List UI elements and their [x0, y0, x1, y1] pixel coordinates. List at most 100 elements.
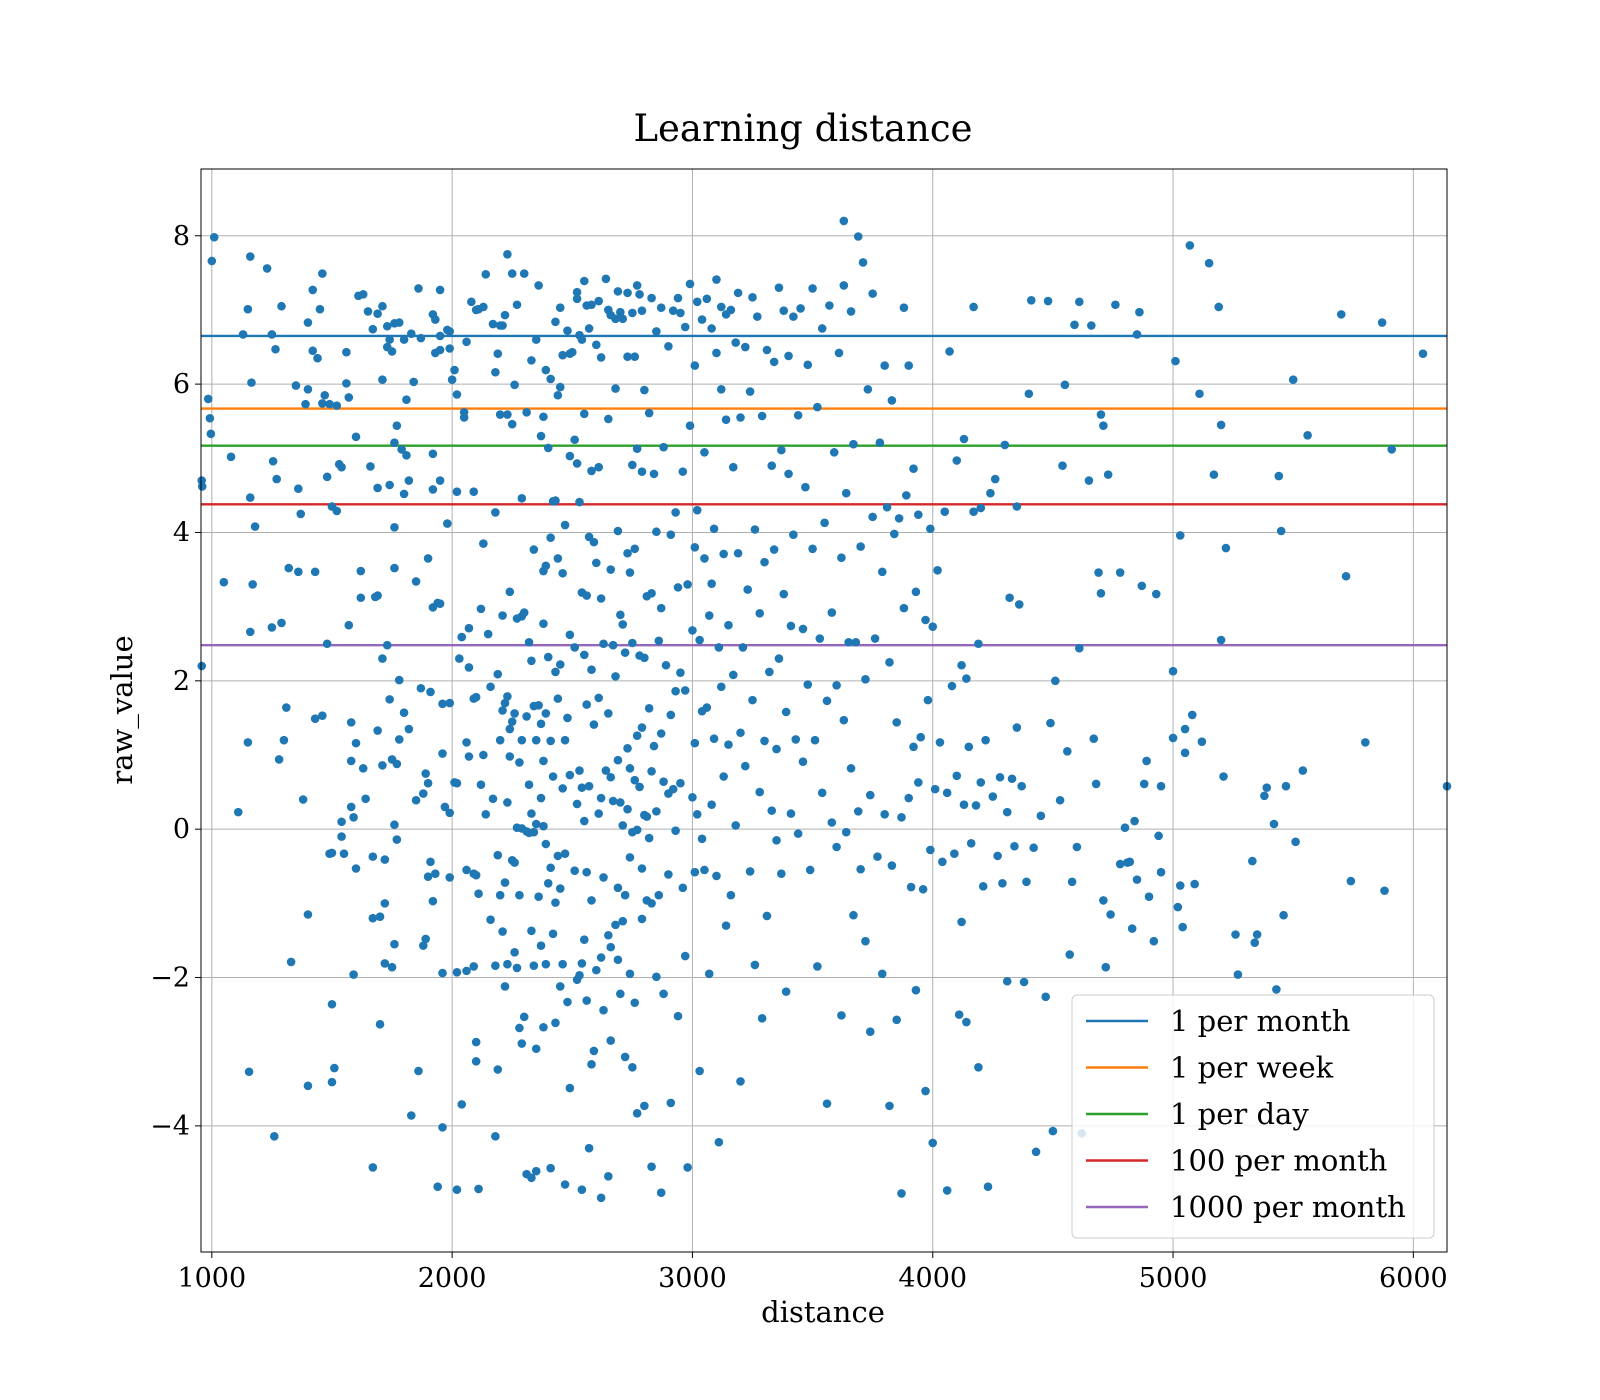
data-point	[539, 412, 548, 422]
data-point	[616, 989, 625, 999]
data-point	[423, 872, 433, 881]
data-point	[644, 833, 654, 843]
data-point	[1387, 445, 1397, 454]
data-point	[438, 749, 447, 758]
data-point	[445, 327, 455, 336]
grid-lines	[201, 169, 1447, 1252]
data-point	[683, 1163, 692, 1172]
data-point	[892, 718, 901, 727]
data-point	[959, 800, 969, 810]
data-point	[695, 1066, 704, 1076]
data-point	[1130, 816, 1139, 826]
data-point	[1048, 1126, 1058, 1136]
data-point	[726, 890, 736, 900]
data-point	[587, 896, 596, 905]
data-point	[753, 312, 762, 321]
data-point	[942, 1186, 952, 1195]
data-point	[197, 661, 207, 671]
data-point	[928, 1138, 938, 1148]
data-point	[974, 639, 983, 649]
data-point	[594, 809, 604, 818]
data-point	[541, 709, 551, 718]
data-point	[313, 353, 322, 363]
data-point	[1272, 985, 1281, 994]
data-point	[1209, 470, 1219, 479]
data-point	[1132, 875, 1142, 884]
data-point	[1022, 877, 1031, 887]
chart-title: Learning distance	[633, 107, 972, 150]
data-point	[567, 347, 577, 357]
data-point	[498, 706, 507, 715]
data-point	[704, 611, 714, 620]
data-point	[719, 549, 728, 559]
data-point	[1231, 930, 1240, 939]
data-point	[1156, 867, 1166, 877]
data-point	[1012, 502, 1022, 511]
data-point	[503, 959, 512, 969]
data-point	[587, 665, 596, 675]
data-point	[268, 456, 278, 466]
data-point	[870, 634, 880, 643]
data-point	[635, 290, 644, 299]
data-point	[406, 1111, 416, 1120]
data-point	[318, 399, 327, 408]
data-point	[618, 314, 628, 324]
data-point	[435, 331, 445, 341]
data-point	[546, 863, 555, 873]
data-point	[652, 527, 661, 537]
data-point	[647, 293, 656, 303]
data-point	[546, 374, 555, 384]
data-point	[546, 736, 555, 746]
data-point	[426, 687, 435, 697]
data-point	[680, 686, 690, 695]
data-point	[916, 732, 926, 742]
data-point	[577, 1185, 587, 1194]
data-point	[431, 315, 440, 324]
data-point	[474, 889, 483, 899]
data-point	[875, 438, 885, 448]
data-point	[861, 675, 870, 684]
data-point	[368, 852, 378, 861]
data-point	[368, 1163, 378, 1172]
data-point	[510, 858, 519, 867]
data-point	[462, 337, 471, 347]
data-point	[837, 553, 846, 562]
legend: 1 per month 1 per week 1 per day 100 per mo…	[1071, 994, 1435, 1239]
data-point	[582, 996, 591, 1005]
data-point	[575, 497, 584, 507]
data-point	[397, 445, 406, 454]
data-point	[303, 910, 313, 919]
data-point	[385, 335, 394, 344]
data-point	[243, 304, 253, 314]
data-point	[536, 431, 546, 441]
data-point	[486, 915, 495, 924]
data-point	[346, 718, 356, 727]
data-point	[203, 394, 213, 404]
data-point	[402, 451, 411, 460]
data-point	[652, 807, 661, 816]
data-point	[623, 548, 632, 558]
data-point	[291, 381, 301, 390]
data-point	[760, 736, 769, 746]
data-point	[592, 558, 601, 568]
data-point	[611, 672, 620, 681]
data-point	[205, 413, 215, 423]
data-point	[339, 849, 349, 858]
data-point	[282, 703, 291, 712]
data-point	[358, 764, 368, 773]
data-point	[1075, 297, 1084, 307]
data-point	[594, 296, 604, 306]
data-point	[690, 361, 700, 370]
data-point	[740, 761, 750, 771]
data-point	[286, 957, 296, 967]
data-point	[647, 899, 656, 908]
data-point	[738, 643, 748, 652]
data-point	[577, 335, 587, 344]
data-point	[625, 969, 635, 979]
data-point	[435, 345, 445, 355]
data-point	[724, 620, 733, 630]
data-point	[750, 525, 760, 534]
x-tick-label: 4000	[898, 1263, 967, 1294]
data-point	[630, 352, 640, 361]
data-point	[604, 709, 613, 718]
